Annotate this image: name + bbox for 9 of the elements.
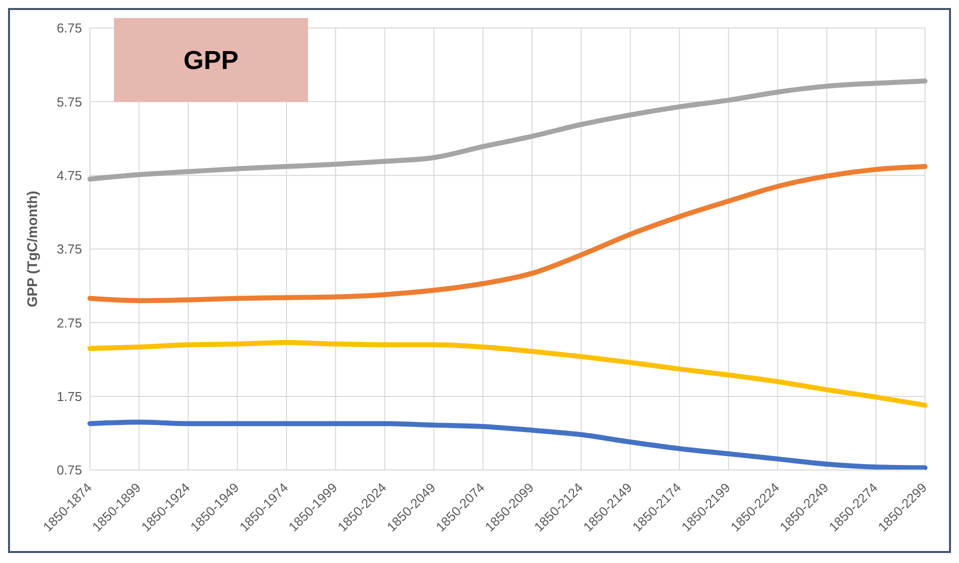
y-tick-label: 6.75	[56, 20, 82, 36]
y-tick-label: 1.75	[56, 388, 82, 404]
y-axis-title: GPP (TgC/month)	[24, 190, 40, 308]
y-tick-label: 4.75	[56, 168, 82, 183]
y-tick-label: 5.75	[56, 94, 82, 110]
y-tick-label: 0.75	[56, 462, 82, 478]
y-tick-label: 2.75	[56, 315, 82, 330]
y-tick-label: 3.75	[56, 242, 82, 257]
annotation: GPP	[184, 44, 238, 76]
